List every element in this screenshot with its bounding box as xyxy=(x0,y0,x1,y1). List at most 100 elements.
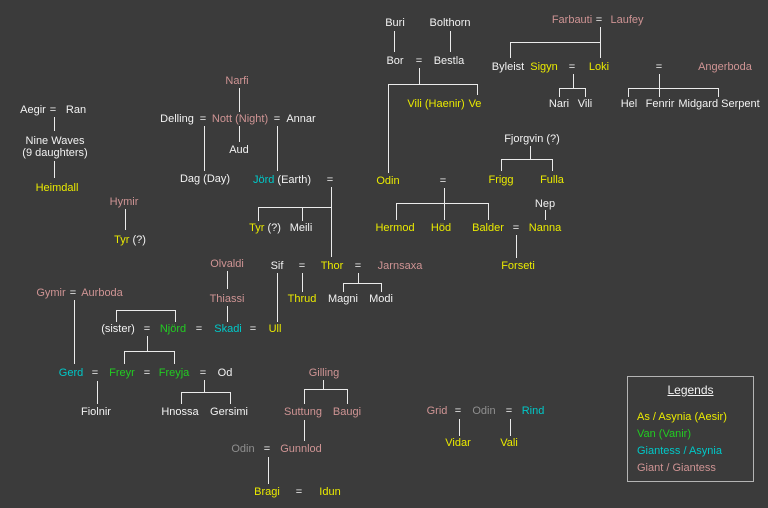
tree-line xyxy=(239,88,240,112)
tree-line xyxy=(302,207,303,221)
tree-line xyxy=(501,159,502,171)
tree-node-annar: Annar xyxy=(286,113,316,125)
tree-line xyxy=(559,88,585,89)
tree-node-sigyn: Sigyn xyxy=(530,61,558,73)
tree-line xyxy=(97,381,98,404)
tree-line xyxy=(510,42,600,43)
tree-node-odin: Odin xyxy=(231,443,255,455)
tree-line xyxy=(258,207,332,208)
tree-line xyxy=(277,273,278,322)
tree-node-vili: Vili xyxy=(577,98,593,110)
tree-node-tyr: Tyr (?) xyxy=(114,234,146,246)
tree-node-part: Jörd xyxy=(252,174,278,186)
tree-node-odin: Odin xyxy=(472,405,496,417)
tree-line xyxy=(54,161,55,178)
tree-line xyxy=(477,84,478,95)
tree-node-bor: Bor xyxy=(386,55,404,67)
tree-line xyxy=(347,389,348,404)
tree-line xyxy=(396,203,488,204)
tree-line xyxy=(358,273,359,283)
tree-node-ran: Ran xyxy=(65,104,87,116)
tree-node-bestla: Bestla xyxy=(433,55,465,67)
tree-node-bragi: Bragi xyxy=(254,486,280,498)
tree-node-balder: Balder xyxy=(472,222,504,234)
tree-node-eq: = xyxy=(568,61,576,73)
tree-node-fulla: Fulla xyxy=(540,174,564,186)
tree-line xyxy=(394,31,395,52)
tree-node-meili: Meili xyxy=(289,222,313,234)
tree-node-jarnsaxa: Jarnsaxa xyxy=(377,260,423,272)
tree-node-bolthorn: Bolthorn xyxy=(429,17,471,29)
tree-line xyxy=(181,392,230,393)
tree-node-j-rd-earth: Jörd (Earth) xyxy=(253,174,311,186)
tree-node-idun: Idun xyxy=(319,486,341,498)
tree-node-eq: = xyxy=(69,287,77,299)
tree-node-nanna: Nanna xyxy=(528,222,562,234)
tree-line xyxy=(552,159,553,171)
tree-node-tyr: Tyr (?) xyxy=(249,222,281,234)
tree-line xyxy=(573,74,574,88)
tree-line xyxy=(124,351,125,364)
tree-node-gunnlod: Gunnlod xyxy=(280,443,322,455)
tree-node-eq: = xyxy=(454,405,462,417)
tree-line xyxy=(230,392,231,404)
tree-node-thor: Thor xyxy=(320,260,344,272)
tree-line xyxy=(304,389,305,404)
tree-line xyxy=(388,84,389,173)
tree-node-hymir: Hymir xyxy=(109,196,139,208)
tree-node-baugi: Baugi xyxy=(332,406,362,418)
tree-node-eq: = xyxy=(273,113,281,125)
tree-node-aud: Aud xyxy=(229,144,249,156)
tree-line xyxy=(277,126,278,171)
tree-node-eq: = xyxy=(49,104,57,116)
tree-line xyxy=(516,235,517,258)
tree-node-vili-haenir: Vili (Haenir) xyxy=(407,98,465,110)
tree-node-grid: Grid xyxy=(426,405,448,417)
tree-node-part: Tyr xyxy=(114,234,133,246)
legend-item-giant-giantess: Giant / Giantess xyxy=(637,462,716,474)
tree-node-nari: Nari xyxy=(548,98,570,110)
tree-line xyxy=(381,283,382,292)
tree-node-midgard-serpent: Midgard Serpent xyxy=(678,98,760,110)
legend-item-van-vanir: Van (Vanir) xyxy=(637,428,692,440)
tree-node-magni: Magni xyxy=(328,293,358,305)
tree-line xyxy=(124,351,174,352)
tree-node-vidar: Vidar xyxy=(445,437,471,449)
tree-node-hel: Hel xyxy=(620,98,638,110)
tree-node-aurboda: Aurboda xyxy=(81,287,123,299)
tree-line xyxy=(718,88,719,97)
tree-node-eq: = xyxy=(143,323,151,335)
tree-line xyxy=(343,283,344,292)
tree-node-thiassi: Thiassi xyxy=(209,293,245,305)
tree-line xyxy=(147,336,148,351)
tree-line xyxy=(258,207,259,221)
tree-node-part: (Earth) xyxy=(277,174,312,186)
tree-line xyxy=(116,310,175,311)
tree-line xyxy=(174,351,175,364)
tree-node-laufey: Laufey xyxy=(610,14,644,26)
tree-line xyxy=(585,88,586,97)
tree-node-eq: = xyxy=(91,367,99,379)
tree-node-part: (?) xyxy=(267,222,281,234)
tree-node-loki: Loki xyxy=(588,61,610,73)
tree-node-eq: = xyxy=(655,61,663,73)
tree-node-eq: = xyxy=(512,222,520,234)
legend-item-as-asynia-aesir: As / Asynia (Aesir) xyxy=(637,411,727,423)
tree-node-sif: Sif xyxy=(270,260,284,272)
tree-node-nott-night: Nott (Night) xyxy=(211,113,269,125)
tree-line xyxy=(302,273,303,292)
tree-node-eq: = xyxy=(263,443,271,455)
legend-item-giantess-asynia: Giantess / Asynia xyxy=(637,445,722,457)
tree-node-gerd: Gerd xyxy=(58,367,84,379)
tree-line xyxy=(388,84,478,85)
tree-node-frigg: Frigg xyxy=(488,174,514,186)
tree-node-nine-waves: Nine Waves xyxy=(25,135,85,147)
tree-node-eq: = xyxy=(439,175,447,187)
tree-line xyxy=(239,126,240,142)
tree-line xyxy=(450,31,451,52)
legend-items: As / Asynia (Aesir) Van (Vanir) Giantess /… xyxy=(637,409,753,477)
tree-line xyxy=(331,187,332,257)
tree-line xyxy=(459,419,460,436)
tree-node-hermod: Hermod xyxy=(375,222,415,234)
tree-node-h-d: Höd xyxy=(430,222,452,234)
